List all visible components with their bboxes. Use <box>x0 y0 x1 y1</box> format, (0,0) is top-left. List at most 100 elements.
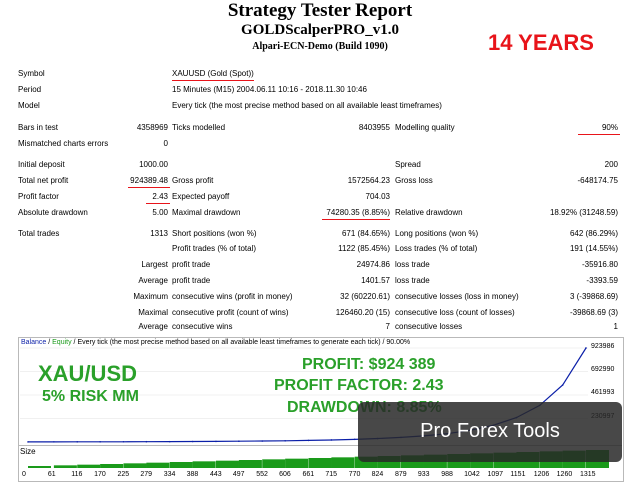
balance-point <box>330 439 333 441</box>
max-losses-value: 3 (-39868.69) <box>569 292 618 301</box>
avg-losses-label: consecutive losses <box>395 322 463 331</box>
size-bar <box>308 458 332 468</box>
mismatch-value: 0 <box>163 139 168 148</box>
size-bar <box>285 458 309 468</box>
period-value: 15 Minutes (M15) 2004.06.11 10:16 - 2018… <box>172 85 367 94</box>
legend-separator: / <box>46 339 53 346</box>
x-tick-label: 715 <box>325 471 338 478</box>
y-tick-1: 923986 <box>591 343 615 350</box>
legend-equity: Equity <box>52 339 72 346</box>
x-tick-label: 1206 <box>533 471 550 478</box>
x-tick-label: 1260 <box>556 471 573 478</box>
balance-point <box>585 347 587 349</box>
size-bar <box>238 460 262 468</box>
avg-losses-value: 1 <box>613 322 618 331</box>
x-tick-label: 225 <box>117 471 130 478</box>
balance-point <box>145 440 148 443</box>
balance-point <box>99 441 101 443</box>
size-bar <box>123 463 147 468</box>
maximal-profit-label: consecutive profit (count of wins) <box>172 308 289 317</box>
report-title: Strategy Tester Report <box>227 0 413 21</box>
loss-trades-label: Loss trades (% of total) <box>395 244 478 253</box>
avg-wins-label: consecutive wins <box>172 322 233 331</box>
max-losses-label: consecutive losses (loss in money) <box>395 292 519 301</box>
x-tick-label: 606 <box>279 471 291 478</box>
deposit-label: Initial deposit <box>18 160 65 169</box>
short-label: Short positions (won %) <box>172 229 257 238</box>
size-bar <box>192 461 216 468</box>
payoff-value: 704.03 <box>365 192 390 201</box>
size-panel: Size <box>18 445 622 469</box>
balance-point <box>191 440 194 443</box>
netprofit-value: 924389.48 <box>130 176 168 185</box>
reldd-label: Relative drawdown <box>395 208 463 217</box>
years-banner: 14 YEARS <box>488 30 594 55</box>
maximal-loss-label: consecutive loss (count of losses) <box>395 308 515 317</box>
x-tick-label: 1097 <box>487 471 504 478</box>
chart-legend: Balance / Equity / Every tick (the most … <box>21 339 410 346</box>
average-profit-label: profit trade <box>172 276 211 285</box>
x-tick-label: 933 <box>417 471 430 478</box>
symbol-underline <box>172 80 254 81</box>
balance-point <box>353 438 356 441</box>
netprofit-label: Total net profit <box>18 176 69 185</box>
maxdd-label: Maximal drawdown <box>172 208 241 217</box>
reldd-value: 18.92% (31248.59) <box>549 208 618 217</box>
mismatch-label: Mismatched charts errors <box>18 139 109 148</box>
bars-value: 4358969 <box>136 123 168 132</box>
x-tick-label: 1315 <box>580 471 596 478</box>
x-tick-label: 388 <box>186 471 199 478</box>
maximal-profit-value: 126460.20 (15) <box>335 308 390 317</box>
largest-loss-label: loss trade <box>395 260 430 269</box>
size-bar <box>146 462 170 468</box>
largest-profit-value: 24974.86 <box>356 260 390 269</box>
average-loss-label: loss trade <box>395 276 430 285</box>
balance-point <box>215 440 217 443</box>
quality-label: Modelling quality <box>395 123 455 132</box>
long-value: 642 (86.29%) <box>569 229 618 238</box>
balance-point <box>561 384 564 386</box>
watermark-text: Pro Forex Tools <box>420 420 560 442</box>
symbol-label: Symbol <box>18 69 45 78</box>
legend-description: / Every tick (the most precise method ba… <box>71 339 411 346</box>
avg-wins-value: 7 <box>385 322 390 331</box>
largest-loss-value: -35916.80 <box>581 260 618 269</box>
x-tick-label: 279 <box>140 471 153 478</box>
size-bar <box>100 464 124 468</box>
average2-label: Average <box>138 322 168 331</box>
maxdd-value: 74280.35 (8.85%) <box>326 208 390 217</box>
absdd-value: 5.00 <box>152 208 168 217</box>
symbol-value: XAUUSD (Gold (Spot)) <box>172 69 254 78</box>
grossloss-label: Gross loss <box>395 176 433 185</box>
x-tick-label: 879 <box>394 471 407 478</box>
balance-point <box>122 440 125 443</box>
loss-trades-value: 191 (14.55%) <box>569 244 618 253</box>
x-tick-label: 116 <box>71 471 83 478</box>
profit-trades-label: Profit trades (% of total) <box>172 244 257 253</box>
largest-label: Largest <box>141 260 168 269</box>
x-tick-label: 443 <box>209 471 222 478</box>
x-tick-label: 61 <box>47 471 56 478</box>
x-tick-label: 988 <box>441 471 453 478</box>
size-bar <box>169 462 193 468</box>
grossloss-value: -648174.75 <box>577 176 618 185</box>
trades-value: 1313 <box>150 229 168 238</box>
payoff-label: Expected payoff <box>172 192 230 201</box>
short-value: 671 (84.65%) <box>341 229 390 238</box>
ea-name: GOLDScalperPRO_v1.0 <box>241 22 399 38</box>
server-name: Alpari-ECN-Demo (Build 1090) <box>252 41 388 52</box>
pf-label: Profit factor <box>18 192 59 201</box>
balance-point <box>168 440 171 443</box>
overlay-risk: 5% RISK MM <box>42 388 139 405</box>
spread-value: 200 <box>604 160 618 169</box>
size-bar <box>28 466 51 468</box>
bars-label: Bars in test <box>18 123 59 132</box>
balance-point <box>27 441 29 443</box>
x-tick-label: 552 <box>256 471 268 478</box>
trades-label: Total trades <box>18 229 60 238</box>
pf-value: 2.43 <box>152 192 168 201</box>
maxdd-underline <box>322 219 390 220</box>
x-tick-label: 661 <box>302 471 315 478</box>
period-label: Period <box>18 85 42 94</box>
spread-label: Spread <box>395 160 421 169</box>
